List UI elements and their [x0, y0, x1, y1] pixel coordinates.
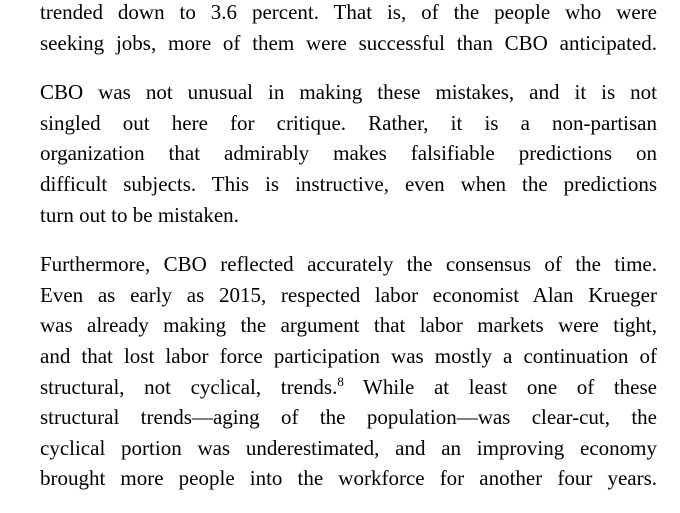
- text-line: and that lost labor force participation …: [40, 343, 657, 368]
- text-line: structural, not cyclical, trends.8 While…: [40, 372, 657, 403]
- text-line: difficult subjects. This is instructive,…: [40, 171, 657, 196]
- text-line: Even as early as 2015, respected labor e…: [40, 282, 657, 307]
- text-line: brought more people into the workforce f…: [40, 466, 657, 491]
- text-line: organization that admirably makes falsif…: [40, 141, 657, 166]
- text-line: Furthermore, CBO reflected accurately th…: [40, 252, 657, 277]
- text-line: singled out here for critique. Rather, i…: [40, 110, 657, 135]
- paragraph: CBO was not unusual in making these mist…: [40, 77, 657, 230]
- text-line: was already making the argument that lab…: [40, 313, 657, 338]
- text-segment: structural, not cyclical, trends.: [40, 374, 338, 399]
- text-line: cyclical portion was underestimated, and…: [40, 435, 657, 460]
- document-body: trended down to 3.6 percent. That is, of…: [40, 0, 657, 513]
- paragraph: Furthermore, CBO reflected accurately th…: [40, 249, 657, 494]
- text-line: turn out to be mistaken.: [40, 202, 239, 227]
- text-line: CBO was not unusual in making these mist…: [40, 80, 657, 105]
- text-segment: While at least one of these: [343, 374, 657, 399]
- text-line: structural trends—aging of the populatio…: [40, 405, 657, 430]
- text-line: seeking jobs, more of them were successf…: [40, 30, 657, 55]
- footnote-marker: 8: [337, 373, 344, 389]
- paragraph: trended down to 3.6 percent. That is, of…: [40, 0, 657, 58]
- text-line: trended down to 3.6 percent. That is, of…: [40, 0, 657, 24]
